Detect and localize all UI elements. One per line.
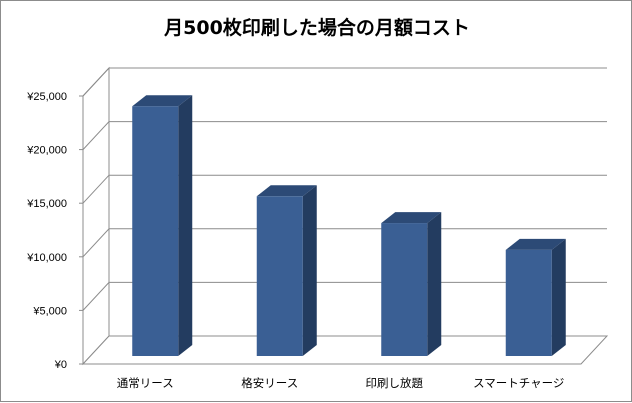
bar <box>132 95 193 356</box>
bar-side <box>302 185 317 356</box>
side-wall <box>82 66 110 366</box>
y-tick-label: ¥5,000 <box>32 305 67 317</box>
x-axis: 通常リース 格安リース 印刷し放題 スマートチャージ <box>117 376 565 390</box>
y-tick-label: ¥0 <box>54 359 67 371</box>
gridline <box>82 174 607 204</box>
bar <box>256 185 317 356</box>
y-axis: ¥0 ¥5,000 ¥10,000 ¥15,000 ¥20,000 ¥25,000 <box>26 91 84 371</box>
bar-top <box>505 238 566 250</box>
bar-top <box>256 185 317 197</box>
bar-front <box>381 223 428 356</box>
gridline <box>82 67 607 97</box>
bar-front <box>132 106 179 356</box>
y-tick-label: ¥20,000 <box>26 145 67 157</box>
bar-top <box>132 95 193 107</box>
chart-title: 月500枚印刷した場合の月額コスト <box>163 16 470 39</box>
y-tick-label: ¥25,000 <box>26 91 67 103</box>
x-category-label: スマートチャージ <box>473 376 564 390</box>
bar-side <box>427 212 442 356</box>
gridlines <box>81 66 609 366</box>
x-category-label: 通常リース <box>117 376 174 390</box>
x-category-label: 格安リース <box>241 376 298 390</box>
x-category-label: 印刷し放題 <box>366 376 424 390</box>
bar-front <box>256 196 303 356</box>
bar-front <box>505 249 552 356</box>
floor <box>81 335 609 365</box>
y-tick-label: ¥15,000 <box>26 198 67 210</box>
bar-side <box>551 238 566 356</box>
bars <box>132 95 566 356</box>
gridline <box>82 121 607 150</box>
bar-side <box>178 95 193 356</box>
bar-top <box>381 212 442 224</box>
bar <box>505 238 566 356</box>
bar <box>381 212 442 356</box>
y-tick-label: ¥10,000 <box>26 252 67 264</box>
